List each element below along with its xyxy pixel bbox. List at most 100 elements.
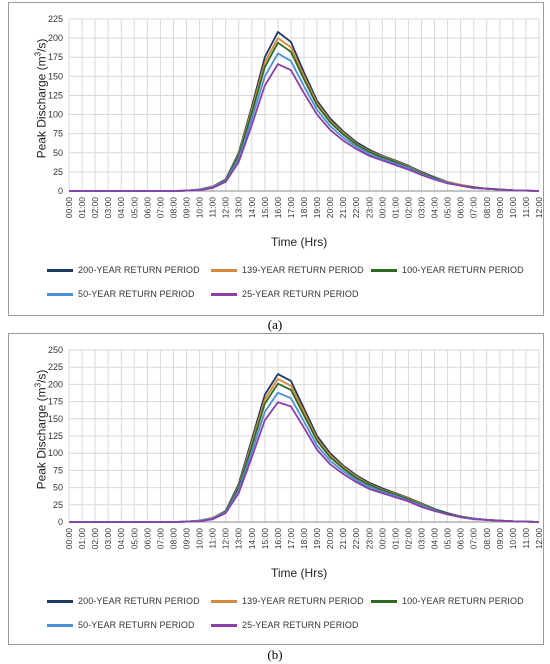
x-tick-label: 01:00 xyxy=(77,197,87,219)
x-tick-label: 11:00 xyxy=(208,528,218,549)
x-tick-label: 06:00 xyxy=(142,197,152,219)
x-tick-label: 13:00 xyxy=(234,528,244,550)
y-tick-label: 175 xyxy=(48,397,63,407)
x-tick-label: 10:00 xyxy=(195,197,205,219)
x-tick-label: 01:00 xyxy=(390,528,400,550)
legend-swatch xyxy=(47,623,73,627)
x-tick-label: 18:00 xyxy=(299,197,309,219)
x-tick-label: 12:00 xyxy=(221,528,231,550)
y-tick-label: 150 xyxy=(48,71,63,81)
x-axis-label-a: Time (Hrs) xyxy=(271,235,328,249)
legend-label: 50-YEAR RETURN PERIOD xyxy=(78,289,195,299)
x-tick-label: 07:00 xyxy=(469,197,479,219)
x-tick-label: 04:00 xyxy=(430,197,440,219)
y-tick-label: 200 xyxy=(48,33,63,43)
caption-a: (a) xyxy=(267,317,283,332)
y-tick-label: 100 xyxy=(48,110,63,120)
x-tick-label: 21:00 xyxy=(338,197,348,219)
x-tick-label: 23:00 xyxy=(364,528,374,550)
caption-b: (b) xyxy=(267,647,283,662)
y-tick-label: 75 xyxy=(53,465,63,475)
x-tick-label: 04:00 xyxy=(430,528,440,550)
chart-panel-a: 0 25 50 75 100 125 150 175 200 225 00:00 01:00 02:00… xyxy=(8,2,544,316)
legend-item-100: 100-YEAR RETURN PERIOD xyxy=(371,265,524,275)
x-tick-label: 22:00 xyxy=(351,197,361,219)
x-tick-label: 22:00 xyxy=(351,528,361,550)
x-tick-label: 09:00 xyxy=(182,528,192,550)
x-tick-label: 21:00 xyxy=(338,528,348,550)
x-tick-label: 20:00 xyxy=(325,528,335,550)
x-tick-label: 17:00 xyxy=(286,528,296,550)
x-tick-label: 12:00 xyxy=(221,197,231,219)
x-tick-label: 17:00 xyxy=(286,197,296,219)
x-tick-label: 01:00 xyxy=(77,528,87,550)
x-tick-label: 00:00 xyxy=(377,528,387,550)
y-tick-label: 100 xyxy=(48,448,63,458)
y-tick-label: 75 xyxy=(53,129,63,139)
x-tick-label: 06:00 xyxy=(456,197,466,219)
y-tick-label: 25 xyxy=(53,167,63,177)
x-tick-label: 04:00 xyxy=(116,528,126,550)
y-tick-label: 175 xyxy=(48,52,63,62)
y-tick-label: 150 xyxy=(48,414,63,424)
x-tick-label: 03:00 xyxy=(103,528,113,550)
legend-item-200: 200-YEAR RETURN PERIOD xyxy=(47,596,200,606)
legend-swatch xyxy=(47,268,73,272)
y-tick-label: 50 xyxy=(53,148,63,158)
y-tick-label: 225 xyxy=(48,362,63,372)
x-tick-label: 08:00 xyxy=(168,197,178,219)
x-tick-label: 15:00 xyxy=(260,197,270,219)
x-tick-label: 11:00 xyxy=(521,197,531,218)
y-tick-label: 125 xyxy=(48,431,63,441)
y-axis-label-a: Peak Discharge (m3/s) xyxy=(33,38,49,159)
x-tick-label: 05:00 xyxy=(443,197,453,219)
x-tick-label: 07:00 xyxy=(155,528,165,550)
x-tick-label: 04:00 xyxy=(116,197,126,219)
x-tick-label: 08:00 xyxy=(168,528,178,550)
x-tick-label: 03:00 xyxy=(103,197,113,219)
x-tick-label: 23:00 xyxy=(364,197,374,219)
x-tick-label: 02:00 xyxy=(403,197,413,219)
legend-swatch xyxy=(211,292,237,296)
legend-label: 100-YEAR RETURN PERIOD xyxy=(402,265,524,275)
x-tick-label: 12:00 xyxy=(534,197,543,219)
x-tick-label: 10:00 xyxy=(508,197,518,219)
x-tick-label: 12:00 xyxy=(534,528,543,550)
legend-item-139: 139-YEAR RETURN PERIOD xyxy=(211,596,364,606)
x-axis-label-b: Time (Hrs) xyxy=(271,566,328,580)
x-tick-label: 13:00 xyxy=(234,197,244,219)
y-tick-label: 25 xyxy=(53,500,63,510)
x-tick-label: 19:00 xyxy=(312,528,322,550)
x-tick-label: 08:00 xyxy=(482,528,492,550)
legend-swatch xyxy=(211,599,237,603)
x-tick-label: 06:00 xyxy=(456,528,466,550)
y-tick-label: 50 xyxy=(53,483,63,493)
legend-label: 200-YEAR RETURN PERIOD xyxy=(78,596,200,606)
x-tick-label: 14:00 xyxy=(247,197,257,219)
legend-item-25: 25-YEAR RETURN PERIOD xyxy=(211,620,359,630)
x-tick-label: 02:00 xyxy=(90,197,100,219)
x-tick-label: 05:00 xyxy=(129,197,139,219)
x-tick-label: 03:00 xyxy=(417,528,427,550)
x-tick-label: 09:00 xyxy=(495,528,505,550)
x-tick-label: 02:00 xyxy=(90,528,100,550)
legend-swatch xyxy=(371,599,397,603)
x-tick-label: 01:00 xyxy=(390,197,400,219)
legend-swatch xyxy=(371,268,397,272)
x-tick-label: 05:00 xyxy=(129,528,139,550)
x-tick-label: 06:00 xyxy=(142,528,152,550)
x-tick-label: 08:00 xyxy=(482,197,492,219)
x-tick-label: 10:00 xyxy=(508,528,518,550)
legend-label: 139-YEAR RETURN PERIOD xyxy=(242,596,364,606)
x-tick-label: 19:00 xyxy=(312,197,322,219)
legend-label: 200-YEAR RETURN PERIOD xyxy=(78,265,200,275)
x-tick-label: 00:00 xyxy=(377,197,387,219)
x-tick-label: 03:00 xyxy=(417,197,427,219)
legend-swatch xyxy=(211,623,237,627)
x-tick-label: 09:00 xyxy=(182,197,192,219)
x-tick-label: 10:00 xyxy=(195,528,205,550)
x-tick-label: 00:00 xyxy=(64,528,74,550)
legend-swatch xyxy=(47,292,73,296)
